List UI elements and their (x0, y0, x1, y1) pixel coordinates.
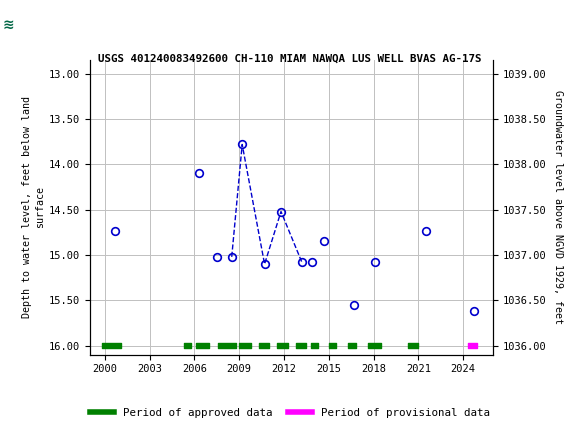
Text: USGS 401240083492600 CH-110 MIAM NAWQA LUS WELL BVAS AG-17S: USGS 401240083492600 CH-110 MIAM NAWQA L… (98, 54, 482, 64)
Y-axis label: Groundwater level above NGVD 1929, feet: Groundwater level above NGVD 1929, feet (553, 90, 563, 325)
Text: ≋: ≋ (3, 18, 14, 32)
Bar (3, 5, 29, 45)
Text: USGS: USGS (9, 16, 64, 34)
Y-axis label: Depth to water level, feet below land
surface: Depth to water level, feet below land su… (21, 96, 45, 319)
Legend: Period of approved data, Period of provisional data: Period of approved data, Period of provi… (86, 403, 494, 422)
